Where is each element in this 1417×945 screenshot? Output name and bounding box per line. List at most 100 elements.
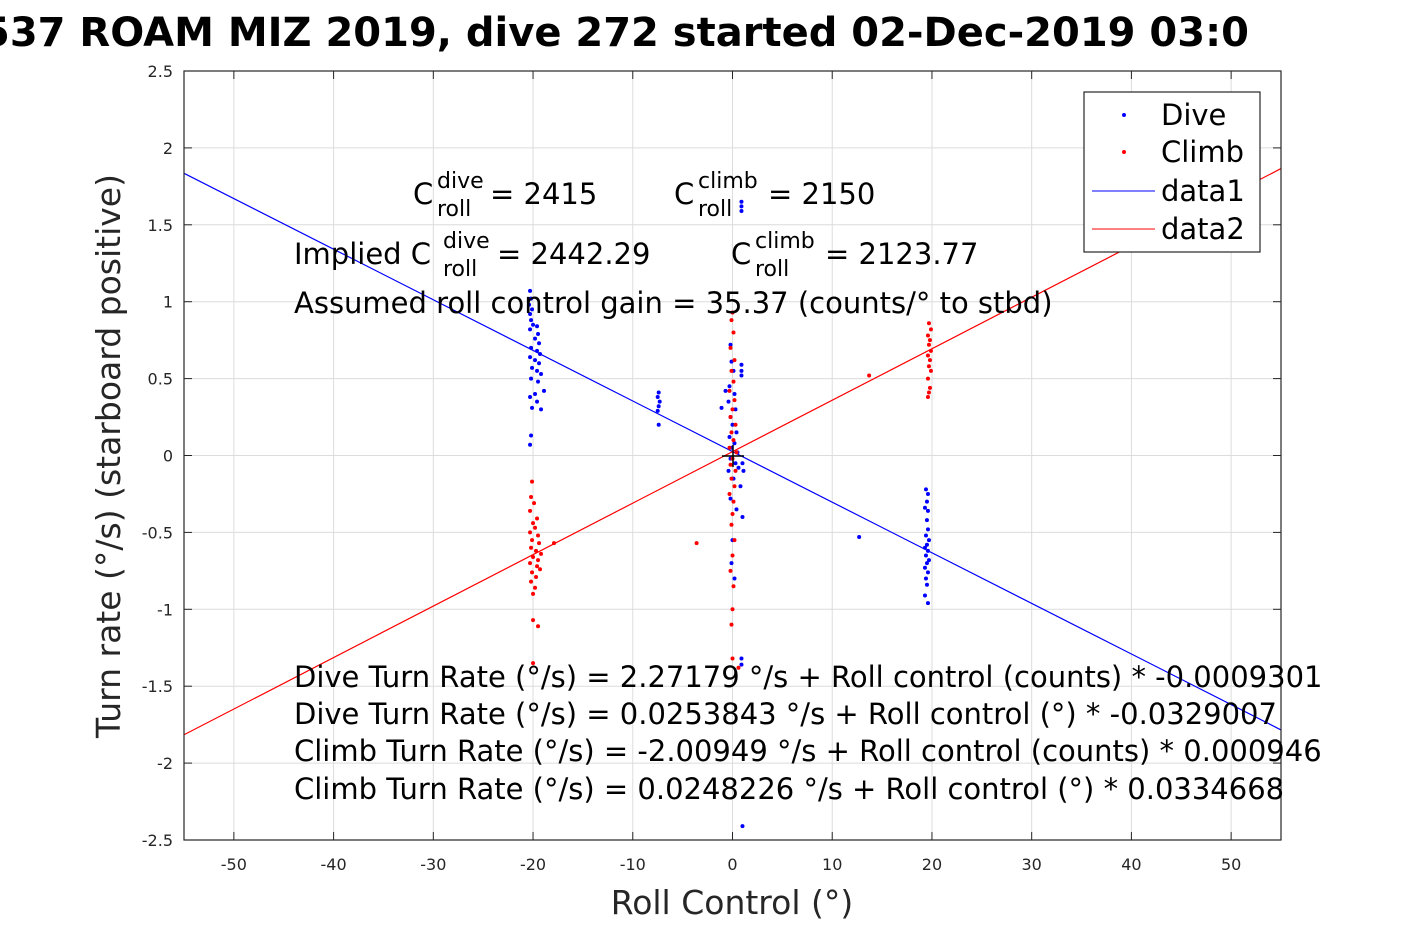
- point-climb: [730, 310, 735, 315]
- implied-prefix: Implied C: [294, 237, 431, 271]
- point-climb: [531, 521, 536, 526]
- point-climb: [727, 445, 732, 450]
- point-dive: [736, 465, 741, 470]
- point-dive: [741, 468, 746, 473]
- point-dive: [529, 296, 534, 301]
- x-tick-label: 50: [1221, 855, 1241, 874]
- point-dive: [528, 327, 533, 332]
- point-dive: [530, 307, 535, 312]
- point-dive: [739, 204, 744, 209]
- point-climb: [539, 551, 544, 556]
- point-climb: [728, 345, 733, 350]
- point-climb: [731, 330, 736, 335]
- point-dive: [531, 322, 536, 327]
- point-climb: [731, 438, 736, 443]
- point-dive: [925, 491, 930, 496]
- point-dive: [732, 576, 737, 581]
- implied-climb-value: = 2123.77: [825, 237, 978, 271]
- point-dive: [734, 507, 739, 512]
- point-climb: [732, 398, 737, 403]
- point-dive: [733, 407, 738, 412]
- point-climb: [694, 541, 699, 546]
- point-climb: [731, 499, 736, 504]
- implied-climb-superscript: climb: [755, 229, 815, 254]
- point-climb: [529, 579, 534, 584]
- point-climb: [731, 379, 736, 384]
- point-climb: [728, 415, 733, 420]
- point-dive: [529, 376, 534, 381]
- legend-box: [1083, 91, 1261, 253]
- c-climb-base: C: [674, 177, 694, 211]
- y-tick-label: 1: [163, 293, 173, 312]
- point-climb: [867, 373, 872, 378]
- implied-dive-annotation: Implied C dive roll = 2442.29: [294, 221, 650, 283]
- implied-climb-subscript: roll: [755, 257, 789, 282]
- point-climb: [530, 570, 535, 575]
- legend-dive-label: Dive: [1161, 98, 1226, 132]
- y-tick-label: -1: [157, 600, 173, 619]
- point-climb: [730, 553, 735, 558]
- c-dive-annotation: C dive roll = 2415: [413, 161, 597, 223]
- origin-marker: [722, 445, 744, 467]
- point-dive: [924, 499, 929, 504]
- point-dive: [527, 302, 532, 307]
- point-dive: [923, 533, 928, 538]
- point-climb: [727, 388, 732, 393]
- point-climb: [736, 665, 741, 670]
- point-climb: [926, 342, 931, 347]
- point-climb: [734, 450, 739, 455]
- point-dive: [925, 601, 930, 606]
- x-tick-label: -30: [420, 855, 446, 874]
- point-dive: [538, 351, 543, 356]
- point-dive: [528, 355, 533, 360]
- c-dive-value: = 2415: [490, 177, 597, 211]
- point-dive: [923, 553, 928, 558]
- point-dive: [733, 461, 738, 466]
- point-climb: [531, 591, 536, 596]
- point-dive: [732, 441, 737, 446]
- point-dive: [923, 487, 928, 492]
- c-climb-value: = 2150: [768, 177, 875, 211]
- y-axis-label: Turn rate (°/s) (starboard positive): [89, 174, 128, 739]
- point-dive: [528, 395, 533, 400]
- point-dive: [528, 288, 533, 293]
- point-climb: [537, 541, 542, 546]
- c-climb-superscript: climb: [698, 169, 758, 194]
- point-dive: [739, 662, 744, 667]
- point-climb: [733, 422, 738, 427]
- axis-ticks: -50 -40 -30 -20 -10 0 10 20 30 40 50 2.5 2 1.5 1 0.5 0 -0…: [142, 62, 1281, 874]
- data-points: [527, 199, 933, 829]
- point-dive: [535, 348, 540, 353]
- y-tick-label: 2: [163, 139, 173, 158]
- point-dive: [924, 518, 929, 523]
- point-climb: [528, 530, 533, 535]
- point-dive: [922, 545, 927, 550]
- point-climb: [730, 511, 735, 516]
- point-climb: [729, 430, 734, 435]
- y-tick-label: -0.5: [142, 523, 173, 542]
- point-climb: [729, 522, 734, 527]
- implied-climb-annotation: C climb roll = 2123.77: [731, 221, 978, 283]
- point-dive: [529, 345, 534, 350]
- point-climb: [532, 501, 537, 506]
- x-tick-label: 30: [1022, 855, 1042, 874]
- point-dive: [723, 388, 728, 393]
- point-dive: [740, 824, 745, 829]
- implied-dive-subscript: roll: [443, 257, 477, 282]
- point-climb: [925, 395, 930, 400]
- implied-dive-value: = 2442.29: [497, 237, 650, 271]
- y-tick-label: -1.5: [142, 677, 173, 696]
- point-dive: [739, 368, 744, 373]
- point-climb: [928, 327, 933, 332]
- point-dive: [535, 368, 540, 373]
- point-climb: [731, 584, 736, 589]
- c-dive-subscript: roll: [437, 197, 471, 222]
- point-climb: [729, 622, 734, 627]
- point-climb: [733, 468, 738, 473]
- point-dive: [533, 391, 538, 396]
- legend-climb-label: Climb: [1161, 135, 1244, 169]
- point-climb: [535, 516, 540, 521]
- point-climb: [535, 564, 540, 569]
- point-dive: [529, 318, 534, 323]
- point-climb: [925, 333, 930, 338]
